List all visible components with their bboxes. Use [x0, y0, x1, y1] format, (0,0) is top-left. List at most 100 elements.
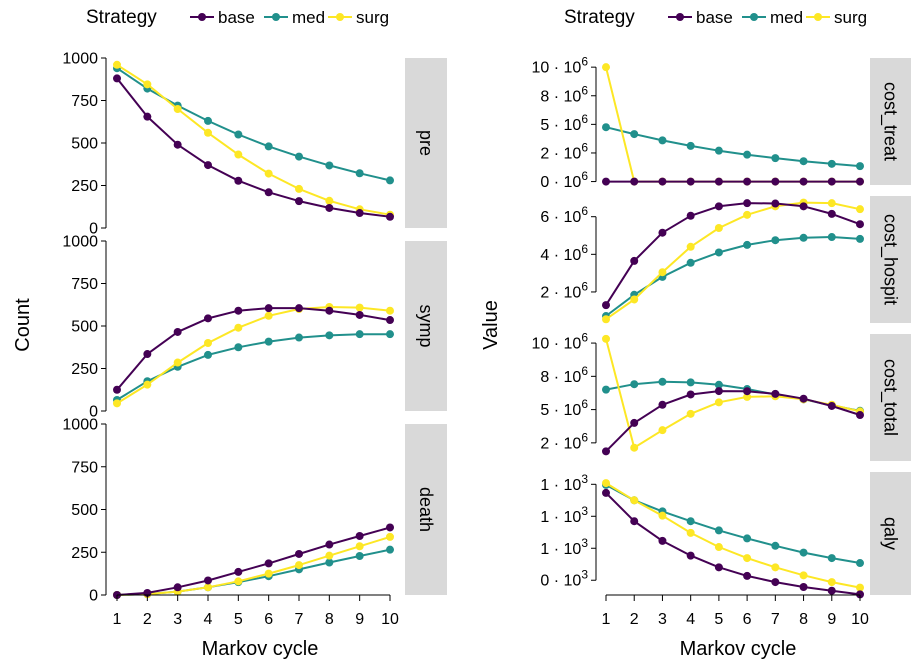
- strip-symp: [405, 241, 447, 411]
- data-point-med: [325, 558, 334, 567]
- data-point-med: [355, 330, 364, 339]
- data-point-med: [204, 350, 212, 359]
- data-point-surg: [295, 184, 303, 193]
- data-point-base: [686, 551, 695, 560]
- data-point-base: [771, 177, 780, 186]
- series-line-base: [605, 390, 861, 453]
- data-point-med: [386, 176, 394, 185]
- series-line-surg: [605, 338, 861, 449]
- data-point-surg: [204, 339, 212, 347]
- data-point-surg: [113, 60, 121, 69]
- data-point-base: [234, 306, 243, 315]
- y-tick-label: 1000: [62, 51, 98, 68]
- data-point-med: [602, 385, 610, 394]
- panel-cost_total: 2 · 106 5 · 106 8 · 106 10 · 106 cost_total: [532, 331, 911, 461]
- data-point-base: [113, 385, 121, 394]
- strip-label-cost_hospit: cost_hospit: [880, 214, 901, 305]
- data-point-base: [602, 488, 610, 497]
- data-point-base: [143, 350, 152, 359]
- data-point-base: [295, 304, 303, 313]
- series-line-surg: [605, 201, 861, 321]
- y-tick-label: 250: [71, 361, 98, 378]
- y-tick-label: 0: [89, 588, 98, 605]
- data-point-med: [355, 169, 364, 178]
- y-tick-label: 2 · 106: [540, 140, 588, 162]
- data-point-med: [799, 233, 808, 242]
- data-point-surg: [325, 196, 334, 205]
- x-tick-label: 9: [827, 611, 836, 628]
- data-point-surg: [355, 542, 364, 551]
- y-tick-label: 750: [71, 459, 98, 476]
- series-line-surg: [116, 306, 391, 405]
- data-point-surg: [856, 583, 864, 592]
- data-point-surg: [686, 528, 695, 537]
- data-point-med: [355, 552, 364, 561]
- x-tick-label: 10: [851, 611, 869, 628]
- data-point-base: [602, 177, 610, 186]
- data-point-base: [799, 583, 808, 592]
- data-point-base: [686, 390, 695, 399]
- x-axis-title-left: Markov cycle: [202, 638, 319, 660]
- y-tick-label: 1 · 103: [540, 536, 588, 558]
- data-point-surg: [686, 409, 695, 418]
- data-point-base: [856, 177, 864, 186]
- data-point-surg: [234, 577, 243, 586]
- y-axis-title-right: Value: [480, 300, 502, 350]
- legend-key-point-med-left: [272, 13, 280, 21]
- series-line-base: [116, 307, 391, 391]
- y-tick-label: 0 · 106: [540, 169, 588, 191]
- data-point-base: [630, 256, 639, 265]
- data-point-base: [204, 576, 212, 585]
- y-tick-label: 8 · 106: [540, 83, 588, 105]
- data-point-med: [234, 130, 243, 139]
- x-tick-label: 4: [204, 611, 213, 628]
- data-point-base: [658, 536, 667, 545]
- series-line-base: [605, 492, 861, 596]
- data-point-med: [799, 548, 808, 557]
- y-tick-label: 1000: [62, 417, 98, 434]
- data-point-base: [386, 212, 394, 221]
- data-point-base: [630, 418, 639, 427]
- legend-label-med-right: med: [770, 8, 803, 27]
- data-point-base: [799, 202, 808, 211]
- y-tick-label: 10 · 106: [532, 331, 589, 353]
- y-tick-label: 0: [89, 221, 98, 238]
- data-point-base: [113, 74, 121, 83]
- data-point-med: [827, 159, 836, 168]
- series-line-med: [605, 126, 861, 168]
- data-point-base: [771, 389, 780, 398]
- data-point-base: [204, 314, 212, 323]
- x-tick-label: 2: [143, 611, 152, 628]
- data-point-surg: [658, 426, 667, 435]
- y-tick-label: 4 · 106: [540, 242, 588, 264]
- y-tick-label: 10 · 106: [532, 55, 589, 77]
- data-point-surg: [264, 569, 273, 578]
- data-point-surg: [264, 169, 273, 178]
- strip-label-pre: pre: [416, 130, 436, 156]
- data-point-med: [714, 146, 723, 155]
- data-point-base: [856, 411, 864, 420]
- x-tick-label: 1: [602, 611, 611, 628]
- data-point-base: [799, 394, 808, 403]
- strip-cost_treat: [870, 58, 911, 185]
- series-line-base: [116, 526, 391, 596]
- data-point-base: [743, 387, 752, 396]
- data-point-med: [827, 554, 836, 563]
- data-point-med: [686, 258, 695, 267]
- data-point-surg: [856, 205, 864, 214]
- data-point-surg: [173, 358, 182, 367]
- panel-symp: 0 250 500 750 1000 symp: [62, 234, 447, 421]
- data-point-base: [386, 523, 394, 532]
- legend-label-base-left: base: [218, 8, 255, 27]
- data-point-base: [686, 177, 695, 186]
- series-line-surg: [605, 482, 861, 589]
- data-point-base: [658, 228, 667, 237]
- data-point-med: [386, 545, 394, 554]
- data-point-surg: [234, 150, 243, 159]
- data-point-base: [355, 310, 364, 319]
- x-axis-left: 1 2 3 4 5 6 7 8 9 10: [113, 594, 399, 628]
- y-tick-label: 500: [71, 319, 98, 336]
- x-tick-label: 10: [381, 611, 399, 628]
- data-point-surg: [355, 303, 364, 312]
- y-tick-label: 750: [71, 276, 98, 293]
